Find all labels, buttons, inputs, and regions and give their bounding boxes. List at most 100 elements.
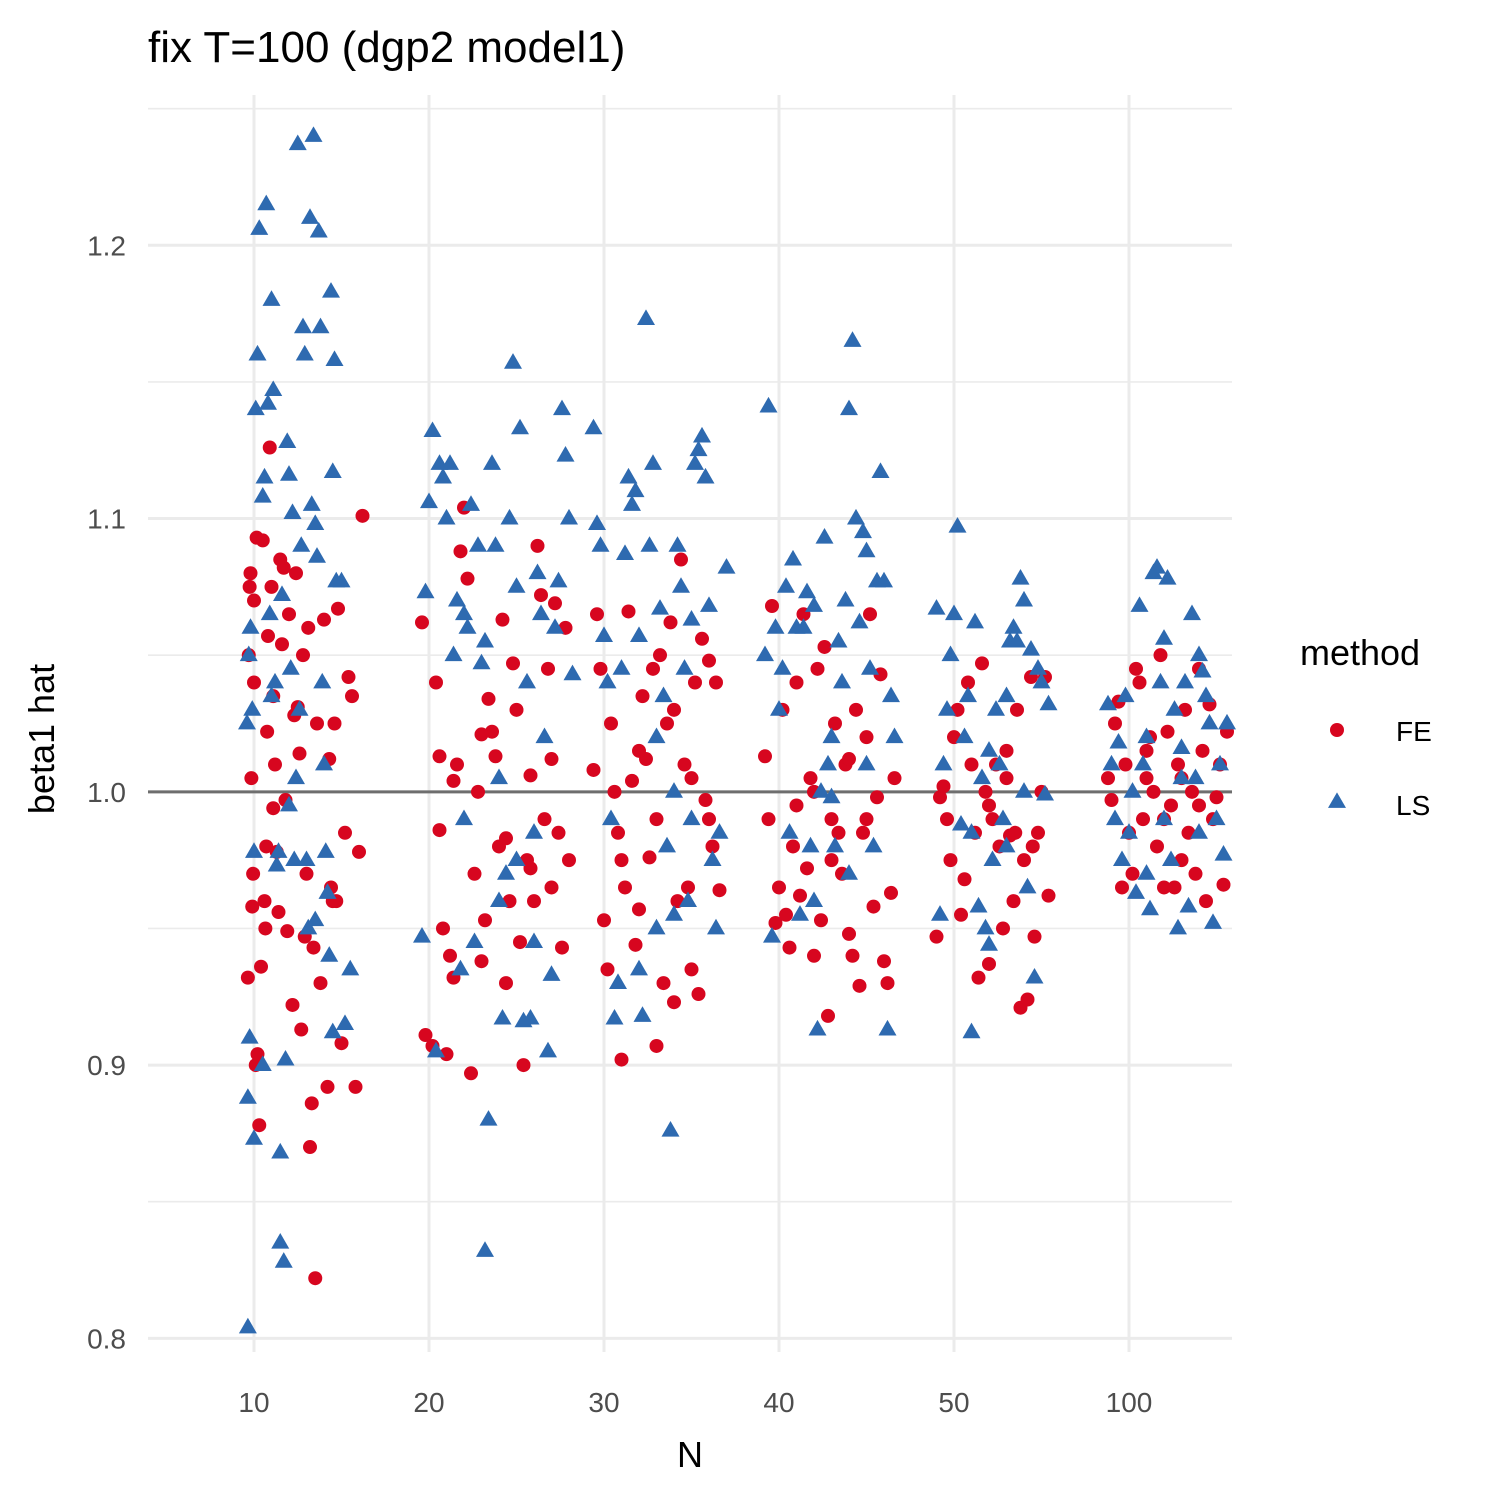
data-point-fe [1153,648,1168,663]
data-point-ls [1151,672,1170,689]
data-point-fe [821,1008,835,1023]
y-tick-label: 0.8 [87,1323,126,1354]
data-point-fe [429,675,443,690]
data-point-fe [779,907,793,922]
data-point-ls [246,399,265,416]
data-point-ls [304,126,323,142]
data-point-fe [866,899,881,914]
data-point-fe [474,727,489,742]
data-point-fe [632,743,646,758]
data-point-ls [598,672,617,689]
data-point-fe [1132,675,1147,690]
data-point-ls [679,891,697,908]
data-point-ls [840,399,858,416]
data-point-ls [689,440,708,457]
data-point-fe [513,935,527,950]
data-point-ls [1032,672,1051,689]
data-point-fe [681,880,695,895]
data-point-ls [336,1014,354,1031]
data-point-ls [490,768,508,785]
data-point-fe [327,716,342,731]
y-tick-label: 1.1 [87,504,126,535]
data-point-fe [1146,784,1161,799]
data-point-ls [271,1233,290,1249]
data-point-ls [1123,782,1142,798]
data-point-fe [495,612,510,627]
data-point-fe [523,768,538,783]
data-point-ls [857,754,876,771]
x-tick-label: 100 [1106,1387,1153,1418]
data-point-fe [257,894,272,909]
data-point-fe [544,752,559,767]
data-point-fe [345,689,359,704]
data-point-fe [1199,894,1213,909]
data-point-fe [642,850,657,865]
data-point-ls [927,599,946,615]
data-point-ls [994,809,1012,826]
data-point-fe [611,825,625,840]
data-point-ls [710,823,729,839]
data-point-ls [651,599,669,615]
data-point-fe [614,853,629,868]
data-point-ls [665,905,683,921]
data-point-ls [413,926,431,943]
data-point-fe [625,773,639,788]
data-point-fe [824,853,839,868]
data-point-fe [873,667,888,682]
data-point-ls [416,582,435,599]
data-point-fe [880,976,895,991]
data-point-fe [999,771,1014,786]
data-point-ls [294,317,312,334]
data-point-fe [677,757,692,772]
data-point-fe [793,888,807,903]
data-point-ls [267,855,286,872]
data-point-ls [238,713,256,730]
data-point-fe [957,872,972,887]
data-point-ls [1022,640,1040,656]
data-point-ls [290,700,309,716]
data-point-ls [1148,558,1166,574]
x-tick-label: 40 [763,1387,794,1418]
data-point-fe [242,579,257,594]
data-point-ls [665,782,683,798]
data-point-ls [309,221,328,238]
data-point-ls [647,727,666,744]
data-point-fe [252,1118,267,1133]
data-point-fe [859,812,874,827]
data-point-ls [836,590,855,607]
data-point-ls [302,495,321,511]
data-point-fe [649,1038,664,1053]
data-point-ls [507,577,526,593]
data-point-ls [1116,686,1135,703]
data-point-ls [1179,896,1198,913]
data-point-ls [266,672,284,689]
data-point-ls [320,946,339,962]
data-point-ls [427,1041,445,1058]
data-point-fe [1027,929,1042,944]
data-point-ls [1190,823,1208,839]
data-point-ls [773,659,792,675]
data-point-ls [983,850,1002,867]
data-point-ls [1158,569,1177,585]
data-point-ls [962,1022,981,1039]
data-point-ls [486,536,505,552]
data-point-fe [814,913,828,928]
data-point-fe [282,607,296,622]
data-point-fe [1125,866,1140,881]
data-point-fe [691,987,706,1002]
data-point-fe [604,716,618,731]
data-point-fe [562,853,576,868]
data-point-ls [1130,596,1149,612]
data-point-fe [1031,825,1045,840]
data-point-fe [250,1047,265,1062]
data-point-fe [499,976,513,991]
data-point-ls [759,396,778,413]
data-point-fe [674,552,688,567]
data-point-fe [698,793,713,808]
data-point-ls [626,481,645,498]
data-point-ls [549,571,568,588]
data-point-fe [245,899,260,914]
data-point-fe [684,771,699,786]
data-point-fe [593,661,608,676]
data-point-fe [684,962,699,977]
